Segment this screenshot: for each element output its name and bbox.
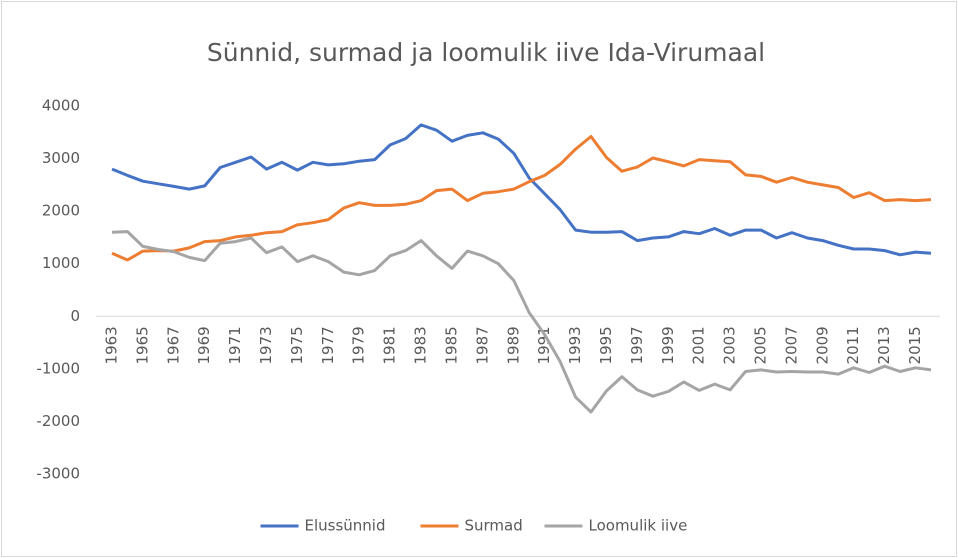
x-tick-label: 1971: [226, 326, 244, 364]
x-tick-label: 1965: [133, 326, 151, 364]
x-tick-label: 1985: [442, 326, 460, 364]
x-tick-label: 2011: [844, 326, 862, 364]
series-line: [111, 230, 932, 414]
y-tick-label: -1000: [36, 359, 80, 377]
x-tick-label: 1999: [659, 326, 677, 364]
x-tick-label: 1975: [288, 326, 306, 364]
chart-title: Sünnid, surmad ja loomulik iive Ida-Viru…: [207, 38, 765, 67]
legend-label: Elussünnid: [305, 517, 386, 535]
x-tick-label: 2005: [752, 326, 770, 364]
x-tick-label: 1967: [164, 326, 182, 364]
x-tick-label: 2003: [721, 326, 739, 364]
y-tick-label: -2000: [36, 412, 80, 430]
y-tick-label: 3000: [42, 149, 80, 167]
y-tick-label: 2000: [42, 202, 80, 220]
x-tick-label: 1969: [195, 326, 213, 364]
series-line: [111, 135, 932, 262]
x-tick-label: 1993: [566, 326, 584, 364]
x-tick-label: 1973: [257, 326, 275, 364]
legend-label: Surmad: [465, 517, 523, 535]
x-tick-label: 2015: [906, 326, 924, 364]
series-line: [111, 123, 932, 257]
x-tick-label: 2013: [875, 326, 893, 364]
y-tick-label: 4000: [42, 97, 80, 115]
x-tick-label: 1989: [504, 326, 522, 364]
y-tick-label: 0: [70, 307, 80, 325]
x-tick-label: 1979: [350, 326, 368, 364]
x-tick-label: 1997: [628, 326, 646, 364]
x-tick-label: 2007: [782, 326, 800, 364]
y-tick-label: -3000: [36, 465, 80, 483]
legend-label: Loomulik iive: [589, 517, 688, 535]
x-tick-label: 1983: [412, 326, 430, 364]
x-tick-label: 2001: [690, 326, 708, 364]
x-tick-label: 2009: [813, 326, 831, 364]
x-tick-label: 1987: [473, 326, 491, 364]
x-tick-label: 1995: [597, 326, 615, 364]
x-tick-label: 1981: [381, 326, 399, 364]
x-tick-label: 1977: [319, 326, 337, 364]
x-tick-label: 1991: [535, 326, 553, 364]
y-tick-label: 1000: [42, 254, 80, 272]
x-tick-label: 1963: [103, 326, 121, 364]
